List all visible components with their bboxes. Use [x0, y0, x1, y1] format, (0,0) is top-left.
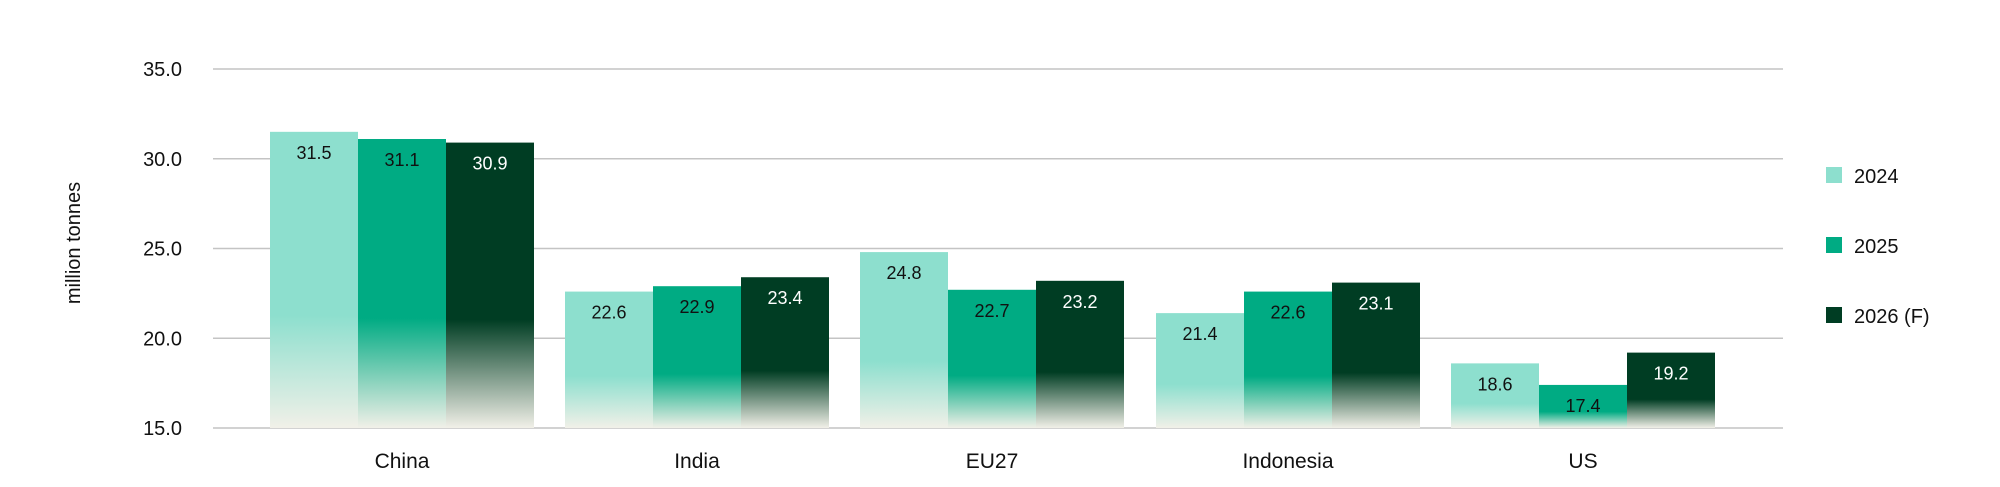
data-label: 24.8 — [886, 263, 921, 283]
legend-swatch — [1826, 237, 1842, 253]
bar-india-2025 — [653, 286, 741, 428]
data-label: 23.4 — [767, 288, 802, 308]
legend-label: 2026 (F) — [1854, 306, 1930, 328]
bar-india-2024 — [565, 291, 653, 428]
bar-china-2026f — [446, 142, 534, 428]
data-label: 31.1 — [384, 150, 419, 170]
data-label: 22.6 — [591, 303, 626, 323]
data-label: 22.7 — [974, 301, 1009, 321]
bar-india-2026f — [741, 277, 829, 428]
data-label: 19.2 — [1653, 364, 1688, 384]
y-tick-label: 20.0 — [143, 328, 182, 350]
y-axis-title: million tonnes — [63, 182, 85, 304]
bar-eu27-2025 — [948, 289, 1036, 428]
x-tick-label: Indonesia — [1242, 450, 1333, 473]
x-tick-label: China — [375, 450, 430, 473]
bar-us-2026f — [1627, 352, 1715, 428]
bars-layer — [270, 131, 1715, 428]
data-label: 23.2 — [1062, 292, 1097, 312]
bar-indonesia-2025 — [1244, 291, 1332, 428]
data-label: 31.5 — [296, 143, 331, 163]
y-tick-label: 30.0 — [143, 149, 182, 171]
bar-indonesia-2024 — [1156, 313, 1244, 428]
y-tick-label: 35.0 — [143, 59, 182, 81]
axis-layer: 35.0 30.0 25.0 20.0 15.0 China India EU27 Indone… — [143, 59, 1598, 473]
data-label: 21.4 — [1182, 324, 1217, 344]
data-label: 22.9 — [679, 297, 714, 317]
x-tick-label: India — [674, 450, 720, 473]
legend-label: 2025 — [1854, 236, 1899, 258]
bar-eu27-2026f — [1036, 280, 1124, 428]
data-label: 30.9 — [472, 154, 507, 174]
value-labels-layer: 31.5 31.1 30.9 22.6 22.9 23.4 24.8 22.7 23.2 21.4… — [296, 143, 1688, 416]
x-tick-label: EU27 — [966, 450, 1019, 473]
bar-us-2025 — [1539, 384, 1627, 428]
bar-china-2025 — [358, 139, 446, 428]
data-label: 18.6 — [1477, 374, 1512, 394]
y-tick-label: 15.0 — [143, 418, 182, 440]
legend-swatch — [1826, 167, 1842, 183]
bar-us-2024 — [1451, 363, 1539, 428]
data-label: 23.1 — [1358, 294, 1393, 314]
legend-label: 2024 — [1854, 166, 1899, 188]
legend-swatch — [1826, 307, 1842, 323]
y-tick-label: 25.0 — [143, 239, 182, 261]
bar-china-2024 — [270, 131, 358, 428]
bar-eu27-2024 — [860, 252, 948, 428]
legend: 2024 2025 2026 (F) — [1826, 166, 1930, 328]
bar-indonesia-2026f — [1332, 282, 1420, 428]
data-label: 22.6 — [1270, 303, 1305, 323]
data-label: 17.4 — [1565, 396, 1600, 416]
x-tick-label: US — [1568, 450, 1597, 473]
